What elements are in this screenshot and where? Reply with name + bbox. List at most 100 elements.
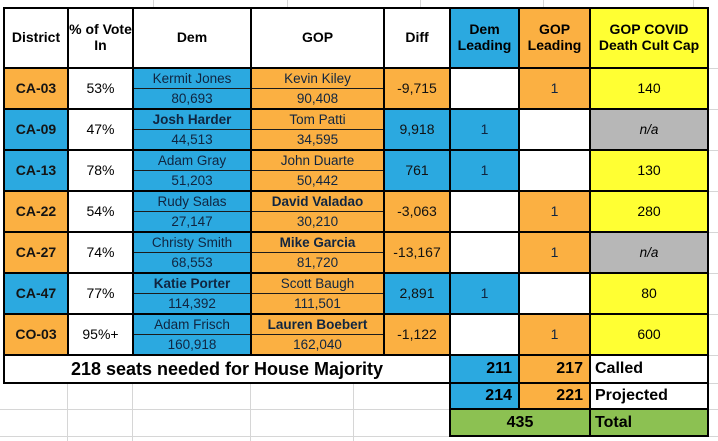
covid-cap-cell[interactable]: n/a <box>591 233 707 272</box>
candidate-name[interactable]: Scott Baugh <box>280 275 355 291</box>
vote-count[interactable]: 30,210 <box>252 211 383 231</box>
dem-leading-cell[interactable] <box>451 69 518 108</box>
diff-cell[interactable]: 761 <box>385 151 449 190</box>
dem-leading-cell[interactable] <box>451 192 518 231</box>
vote-count[interactable]: 34,595 <box>252 129 383 149</box>
dem-leading-cell[interactable]: 1 <box>451 110 518 149</box>
covid-cap-cell[interactable]: 130 <box>591 151 707 190</box>
dem-leading-cell[interactable] <box>451 233 518 272</box>
covid-cap-cell[interactable]: 280 <box>591 192 707 231</box>
header-covid-cap[interactable]: GOP COVID Death Cult Cap <box>591 9 707 67</box>
dem-candidate-cell[interactable]: Rudy Salas 27,147 <box>134 192 250 231</box>
vote-count[interactable]: 44,513 <box>134 129 250 149</box>
dem-candidate-cell[interactable]: Katie Porter 114,392 <box>134 274 250 313</box>
gop-leading-cell[interactable]: 1 <box>520 69 589 108</box>
district-cell[interactable]: CA-09 <box>5 110 67 149</box>
gop-leading-cell[interactable] <box>520 274 589 313</box>
gop-leading-cell[interactable] <box>520 151 589 190</box>
projected-label-cell[interactable]: Projected <box>591 384 707 408</box>
covid-cap-cell[interactable]: n/a <box>591 110 707 149</box>
dem-candidate-cell[interactable]: Kermit Jones 80,693 <box>134 69 250 108</box>
header-district[interactable]: District <box>5 9 67 67</box>
pct-cell[interactable]: 53% <box>69 69 132 108</box>
diff-cell[interactable]: -3,063 <box>385 192 449 231</box>
district-cell[interactable]: CA-27 <box>5 233 67 272</box>
candidate-name[interactable]: Kevin Kiley <box>284 70 351 86</box>
candidate-name[interactable]: Lauren Boebert <box>267 316 368 332</box>
gop-leading-cell[interactable]: 1 <box>520 233 589 272</box>
gop-leading-cell[interactable]: 1 <box>520 315 589 354</box>
district-cell[interactable]: CA-13 <box>5 151 67 190</box>
dem-leading-cell[interactable] <box>451 315 518 354</box>
candidate-name[interactable]: Adam Gray <box>157 152 227 168</box>
gop-candidate-cell[interactable]: Tom Patti 34,595 <box>252 110 383 149</box>
dem-candidate-cell[interactable]: Josh Harder 44,513 <box>134 110 250 149</box>
gop-candidate-cell[interactable]: Kevin Kiley 90,408 <box>252 69 383 108</box>
vote-count[interactable]: 162,040 <box>252 334 383 354</box>
candidate-name[interactable]: David Valadao <box>271 193 364 209</box>
called-gop-cell[interactable]: 217 <box>520 356 589 382</box>
covid-cap-cell[interactable]: 80 <box>591 274 707 313</box>
diff-cell[interactable]: 9,918 <box>385 110 449 149</box>
header-gop[interactable]: GOP <box>252 9 383 67</box>
district-cell[interactable]: CA-22 <box>5 192 67 231</box>
vote-count[interactable]: 50,442 <box>252 170 383 190</box>
gop-leading-cell[interactable]: 1 <box>520 192 589 231</box>
called-label-cell[interactable]: Called <box>591 356 707 382</box>
header-diff[interactable]: Diff <box>385 9 449 67</box>
vote-count[interactable]: 111,501 <box>252 293 383 313</box>
district-cell[interactable]: CA-03 <box>5 69 67 108</box>
covid-cap-cell[interactable]: 140 <box>591 69 707 108</box>
pct-cell[interactable]: 95%+ <box>69 315 132 354</box>
dem-leading-cell[interactable]: 1 <box>451 274 518 313</box>
candidate-name[interactable]: Katie Porter <box>153 275 231 291</box>
candidate-name[interactable]: Adam Frisch <box>154 316 230 332</box>
dem-leading-cell[interactable]: 1 <box>451 151 518 190</box>
called-dem-cell[interactable]: 211 <box>451 356 518 382</box>
gop-candidate-cell[interactable]: Scott Baugh 111,501 <box>252 274 383 313</box>
gop-candidate-cell[interactable]: Lauren Boebert 162,040 <box>252 315 383 354</box>
vote-count[interactable]: 160,918 <box>134 334 250 354</box>
vote-count[interactable]: 51,203 <box>134 170 250 190</box>
candidate-name[interactable]: Christy Smith <box>151 234 233 250</box>
header-pct-vote-in[interactable]: % of Vote In <box>69 9 132 67</box>
gop-leading-cell[interactable] <box>520 110 589 149</box>
vote-count[interactable]: 80,693 <box>134 88 250 108</box>
district-cell[interactable]: CA-47 <box>5 274 67 313</box>
pct-cell[interactable]: 78% <box>69 151 132 190</box>
total-label-cell[interactable]: Total <box>591 410 707 435</box>
projected-dem-cell[interactable]: 214 <box>451 384 518 408</box>
dem-candidate-cell[interactable]: Adam Frisch 160,918 <box>134 315 250 354</box>
dem-candidate-cell[interactable]: Christy Smith 68,553 <box>134 233 250 272</box>
diff-cell[interactable]: -13,167 <box>385 233 449 272</box>
diff-cell[interactable]: -9,715 <box>385 69 449 108</box>
vote-count[interactable]: 114,392 <box>134 293 250 313</box>
vote-count[interactable]: 68,553 <box>134 252 250 272</box>
total-value-cell[interactable]: 435 <box>451 410 589 435</box>
diff-cell[interactable]: -1,122 <box>385 315 449 354</box>
candidate-name[interactable]: Mike Garcia <box>279 234 356 250</box>
candidate-name[interactable]: Rudy Salas <box>157 193 227 209</box>
vote-count[interactable]: 27,147 <box>134 211 250 231</box>
candidate-name[interactable]: Josh Harder <box>152 111 232 127</box>
pct-cell[interactable]: 54% <box>69 192 132 231</box>
gop-candidate-cell[interactable]: John Duarte 50,442 <box>252 151 383 190</box>
gop-candidate-cell[interactable]: Mike Garcia 81,720 <box>252 233 383 272</box>
covid-cap-cell[interactable]: 600 <box>591 315 707 354</box>
candidate-name[interactable]: Tom Patti <box>289 111 346 127</box>
dem-candidate-cell[interactable]: Adam Gray 51,203 <box>134 151 250 190</box>
majority-note-cell[interactable]: 218 seats needed for House Majority <box>5 356 449 382</box>
diff-cell[interactable]: 2,891 <box>385 274 449 313</box>
gop-candidate-cell[interactable]: David Valadao 30,210 <box>252 192 383 231</box>
district-cell[interactable]: CO-03 <box>5 315 67 354</box>
candidate-name[interactable]: John Duarte <box>280 152 355 168</box>
header-dem[interactable]: Dem <box>134 9 250 67</box>
projected-gop-cell[interactable]: 221 <box>520 384 589 408</box>
header-dem-leading[interactable]: Dem Leading <box>451 9 518 67</box>
pct-cell[interactable]: 47% <box>69 110 132 149</box>
pct-cell[interactable]: 74% <box>69 233 132 272</box>
header-gop-leading[interactable]: GOP Leading <box>520 9 589 67</box>
vote-count[interactable]: 81,720 <box>252 252 383 272</box>
vote-count[interactable]: 90,408 <box>252 88 383 108</box>
candidate-name[interactable]: Kermit Jones <box>152 70 232 86</box>
